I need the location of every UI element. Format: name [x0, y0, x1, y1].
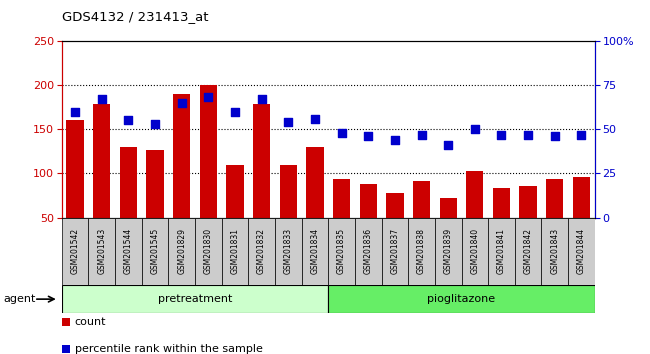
Bar: [146, 150, 164, 218]
Bar: [115, 218, 142, 285]
Bar: [568, 218, 595, 285]
Point: [363, 133, 373, 139]
Bar: [519, 186, 537, 218]
Point: [390, 137, 400, 143]
Text: GSM201544: GSM201544: [124, 228, 133, 274]
Bar: [328, 218, 355, 285]
Point: [550, 133, 560, 139]
Point: [497, 132, 507, 137]
Text: pretreatment: pretreatment: [158, 294, 232, 304]
Point: [150, 121, 161, 127]
Point: [96, 96, 107, 102]
Text: GSM201833: GSM201833: [284, 228, 292, 274]
Bar: [253, 104, 270, 218]
Bar: [462, 218, 488, 285]
Bar: [120, 147, 137, 218]
Text: GSM201837: GSM201837: [391, 228, 399, 274]
Bar: [62, 285, 328, 313]
Text: agent: agent: [3, 294, 36, 304]
Text: GSM201836: GSM201836: [364, 228, 372, 274]
Point: [577, 132, 587, 137]
Text: GSM201830: GSM201830: [204, 228, 213, 274]
Text: GSM201543: GSM201543: [98, 228, 106, 274]
Bar: [142, 218, 168, 285]
Text: percentile rank within the sample: percentile rank within the sample: [75, 344, 263, 354]
Bar: [173, 94, 190, 218]
Bar: [546, 179, 564, 218]
Bar: [93, 104, 110, 218]
Text: count: count: [75, 317, 106, 327]
Point: [310, 116, 320, 121]
Bar: [248, 218, 275, 285]
Point: [523, 132, 533, 137]
Point: [469, 126, 480, 132]
Text: GSM201841: GSM201841: [497, 228, 506, 274]
Bar: [435, 218, 462, 285]
Text: GSM201844: GSM201844: [577, 228, 586, 274]
Text: GSM201545: GSM201545: [151, 228, 159, 274]
Bar: [66, 120, 84, 218]
Bar: [493, 188, 510, 218]
Text: GSM201838: GSM201838: [417, 228, 426, 274]
Bar: [413, 181, 430, 218]
Text: GSM201835: GSM201835: [337, 228, 346, 274]
Text: GSM201840: GSM201840: [471, 228, 479, 274]
Bar: [328, 285, 595, 313]
Bar: [275, 218, 302, 285]
Point: [283, 119, 294, 125]
Point: [337, 130, 347, 136]
Point: [417, 132, 427, 137]
Bar: [306, 147, 324, 218]
Point: [124, 118, 134, 123]
Bar: [88, 218, 115, 285]
Bar: [280, 165, 297, 218]
Bar: [62, 218, 88, 285]
Point: [443, 142, 454, 148]
Bar: [302, 218, 328, 285]
Bar: [195, 218, 222, 285]
Point: [70, 109, 81, 114]
Bar: [168, 218, 195, 285]
Bar: [355, 218, 382, 285]
Bar: [222, 218, 248, 285]
Bar: [382, 218, 408, 285]
Bar: [333, 179, 350, 218]
Text: GSM201542: GSM201542: [71, 228, 79, 274]
Bar: [386, 193, 404, 218]
Text: GSM201842: GSM201842: [524, 228, 532, 274]
Text: GSM201829: GSM201829: [177, 228, 186, 274]
Bar: [359, 184, 377, 218]
Text: GSM201832: GSM201832: [257, 228, 266, 274]
Point: [203, 95, 213, 100]
Bar: [439, 198, 457, 218]
Point: [256, 96, 267, 102]
Bar: [466, 171, 484, 218]
Bar: [408, 218, 435, 285]
Text: GSM201831: GSM201831: [231, 228, 239, 274]
Bar: [226, 165, 244, 218]
Bar: [573, 177, 590, 218]
Text: GDS4132 / 231413_at: GDS4132 / 231413_at: [62, 10, 208, 23]
Text: GSM201839: GSM201839: [444, 228, 452, 274]
Point: [230, 109, 240, 114]
Text: GSM201834: GSM201834: [311, 228, 319, 274]
Bar: [541, 218, 568, 285]
Text: GSM201843: GSM201843: [551, 228, 559, 274]
Bar: [488, 218, 515, 285]
Point: [177, 100, 187, 105]
Text: pioglitazone: pioglitazone: [428, 294, 495, 304]
Bar: [200, 85, 217, 218]
Bar: [515, 218, 541, 285]
